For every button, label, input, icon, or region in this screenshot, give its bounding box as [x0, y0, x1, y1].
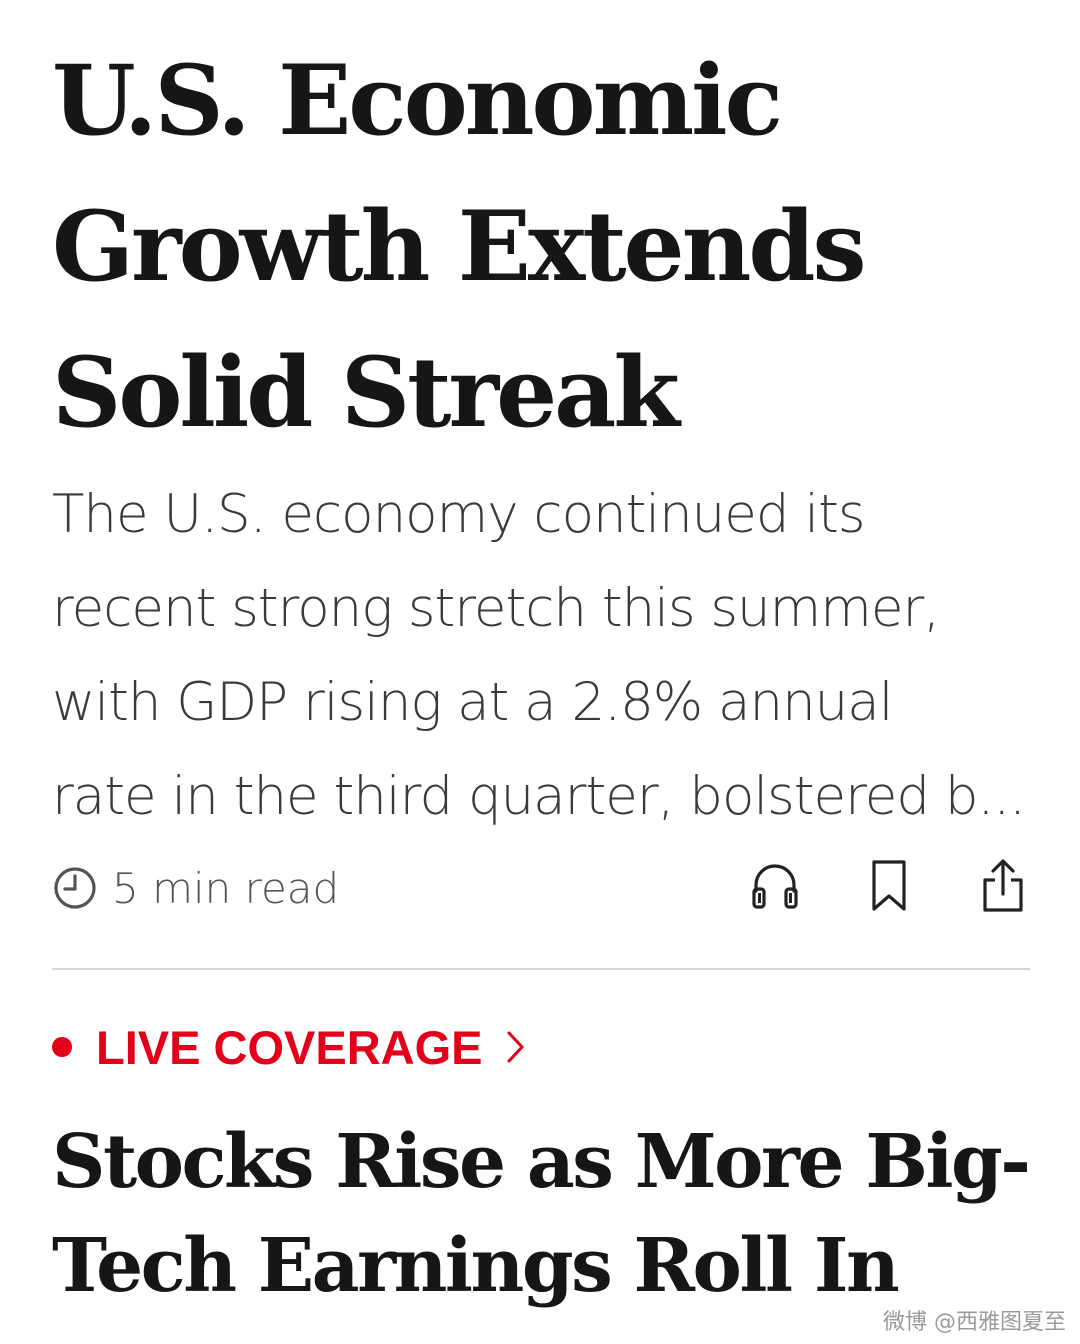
- watermark: 微博 @西雅图夏至: [883, 1310, 1066, 1335]
- headline-line: U.S. Economic: [52, 44, 783, 157]
- live-coverage-label: LIVE COVERAGE: [96, 1020, 483, 1074]
- chevron-right-icon: [505, 1028, 527, 1066]
- story-headline[interactable]: Stocks Rise as More Big- Tech Earnings R…: [52, 1110, 1032, 1318]
- bookmark-button[interactable]: [860, 856, 918, 920]
- headline-line: Stocks Rise as More Big-: [52, 1119, 1031, 1205]
- read-time: 5 min read: [52, 856, 339, 920]
- story-card-economy[interactable]: U.S. Economic Growth Extends Solid Strea…: [52, 28, 1032, 466]
- story-meta-row: 5 min read: [52, 856, 1032, 920]
- headline-line: Solid Streak: [52, 336, 680, 449]
- bookmark-icon: [869, 858, 909, 919]
- clock-icon: [52, 865, 98, 911]
- listen-button[interactable]: [746, 856, 804, 920]
- summary-line: with GDP rising at a 2.8% annual: [52, 672, 893, 733]
- live-coverage-link[interactable]: LIVE COVERAGE: [52, 1016, 527, 1078]
- share-icon: [979, 858, 1027, 919]
- story-card-stocks[interactable]: Stocks Rise as More Big- Tech Earnings R…: [52, 1110, 1032, 1318]
- story-summary: The U.S. economy continued its recent st…: [52, 468, 1042, 844]
- story-actions: [746, 856, 1032, 920]
- live-dot-icon: [52, 1037, 72, 1057]
- headline-line: Tech Earnings Roll In: [52, 1223, 900, 1309]
- summary-line: recent strong stretch this summer,: [52, 578, 940, 639]
- story-headline[interactable]: U.S. Economic Growth Extends Solid Strea…: [52, 28, 1032, 466]
- read-time-label: 5 min read: [112, 863, 340, 913]
- story-divider: [52, 968, 1030, 970]
- summary-line: rate in the third quarter, bolstered b..…: [52, 766, 1026, 827]
- share-button[interactable]: [974, 856, 1032, 920]
- summary-line: The U.S. economy continued its: [52, 484, 866, 545]
- headphones-icon: [748, 859, 802, 918]
- headline-line: Growth Extends: [52, 190, 867, 303]
